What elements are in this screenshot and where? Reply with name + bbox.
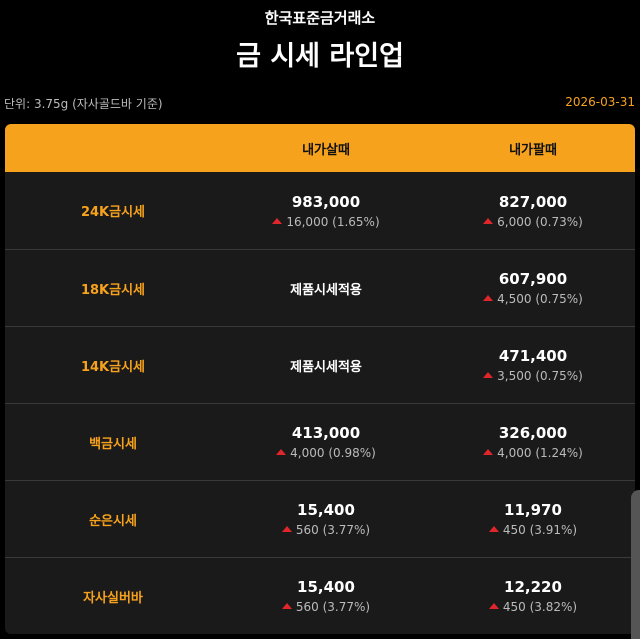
row-label: 순은시세 [89, 513, 137, 529]
buy-change: 16,000 (1.65%) [221, 215, 431, 229]
up-triangle-icon [276, 449, 287, 455]
sell-change: 6,000 (0.73%) [431, 215, 635, 229]
sell-price-cell: 11,970 450 (3.91%) [431, 501, 635, 537]
table-row: 순은시세 15,400 560 (3.77%) 11,970 450 (3.91%) [5, 480, 635, 557]
up-triangle-icon [488, 603, 499, 609]
change-text: 4,000 (1.24%) [497, 446, 583, 460]
buy-change: 560 (3.77%) [221, 600, 431, 614]
buy-price-cell: 15,400 560 (3.77%) [221, 501, 431, 537]
table-row: 14K금시세 제품시세적용 471,400 3,500 (0.75%) [5, 326, 635, 403]
buy-price-cell: 제품시세적용 [221, 356, 431, 375]
sell-price-cell: 827,000 6,000 (0.73%) [431, 193, 635, 229]
sell-price: 12,220 [504, 578, 562, 596]
sell-price-cell: 607,900 4,500 (0.75%) [431, 270, 635, 306]
row-label: 24K금시세 [80, 205, 146, 220]
buy-price: 983,000 [291, 192, 361, 211]
up-triangle-icon [488, 526, 499, 532]
change-text: 4,500 (0.75%) [497, 292, 583, 306]
change-text: 6,000 (0.73%) [497, 214, 583, 229]
buy-price-cell: 413,000 4,000 (0.98%) [221, 424, 431, 460]
buy-change: 4,000 (0.98%) [221, 446, 431, 460]
change-text: 450 (3.91%) [502, 523, 578, 537]
unit-note: 단위: 3.75g (자사골드바 기준) [4, 97, 163, 111]
column-header-sell: 내가팔때 [509, 142, 557, 158]
table-row: 18K금시세 제품시세적용 607,900 4,500 (0.75%) [5, 249, 635, 326]
company-name: 한국표준금거래소 [264, 9, 376, 27]
table-row: 백금시세 413,000 4,000 (0.98%) 326,000 4,000 (… [5, 403, 635, 480]
change-text: 16,000 (1.65%) [286, 214, 380, 229]
sell-change: 450 (3.82%) [431, 600, 635, 614]
change-text: 4,000 (0.98%) [290, 446, 376, 460]
price-date: 2026-03-31 [565, 95, 635, 109]
sell-change: 4,500 (0.75%) [431, 292, 635, 306]
up-triangle-icon [483, 449, 494, 455]
buy-price: 15,400 [297, 501, 355, 519]
up-triangle-icon [483, 372, 494, 378]
up-triangle-icon [281, 526, 292, 532]
page-title: 금 시세 라인업 [236, 41, 404, 72]
row-label: 18K금시세 [80, 282, 146, 298]
product-price-applied: 제품시세적용 [290, 359, 362, 375]
table-row: 24K금시세 983,000 16,000 (1.65%) 827,000 6,00… [5, 172, 635, 249]
table-header: 내가살때 내가팔때 [5, 124, 635, 172]
sell-price: 607,900 [498, 270, 568, 288]
sell-price-cell: 12,220 450 (3.82%) [431, 578, 635, 614]
table-row: 자사실버바 15,400 560 (3.77%) 12,220 450 (3.82%… [5, 557, 635, 634]
change-text: 560 (3.77%) [295, 523, 371, 537]
buy-price-cell: 15,400 560 (3.77%) [221, 578, 431, 614]
row-label: 자사실버바 [83, 590, 143, 606]
sell-price-cell: 471,400 3,500 (0.75%) [431, 347, 635, 383]
up-triangle-icon [281, 603, 292, 609]
up-triangle-icon [272, 217, 283, 224]
buy-change: 560 (3.77%) [221, 523, 431, 537]
scrollbar[interactable] [631, 490, 640, 639]
change-text: 450 (3.82%) [502, 600, 578, 614]
change-text: 3,500 (0.75%) [497, 369, 583, 383]
row-label: 백금시세 [89, 436, 137, 452]
price-table: 내가살때 내가팔때 24K금시세 983,000 16,000 (1.65%) 82… [5, 124, 635, 634]
sell-price-cell: 326,000 4,000 (1.24%) [431, 424, 635, 460]
sell-price: 471,400 [498, 347, 568, 365]
sell-change: 3,500 (0.75%) [431, 369, 635, 383]
sell-change: 450 (3.91%) [431, 523, 635, 537]
sell-price: 11,970 [504, 501, 562, 519]
buy-price-cell: 제품시세적용 [221, 279, 431, 298]
product-price-applied: 제품시세적용 [290, 282, 362, 298]
row-label: 14K금시세 [80, 359, 146, 375]
up-triangle-icon [483, 217, 494, 224]
up-triangle-icon [483, 295, 494, 301]
buy-price: 413,000 [291, 424, 361, 442]
sell-price: 326,000 [498, 424, 568, 442]
change-text: 560 (3.77%) [295, 600, 371, 614]
column-header-buy: 내가살때 [302, 142, 350, 158]
sell-price: 827,000 [498, 192, 568, 211]
buy-price: 15,400 [297, 578, 355, 596]
buy-price-cell: 983,000 16,000 (1.65%) [221, 193, 431, 229]
sell-change: 4,000 (1.24%) [431, 446, 635, 460]
